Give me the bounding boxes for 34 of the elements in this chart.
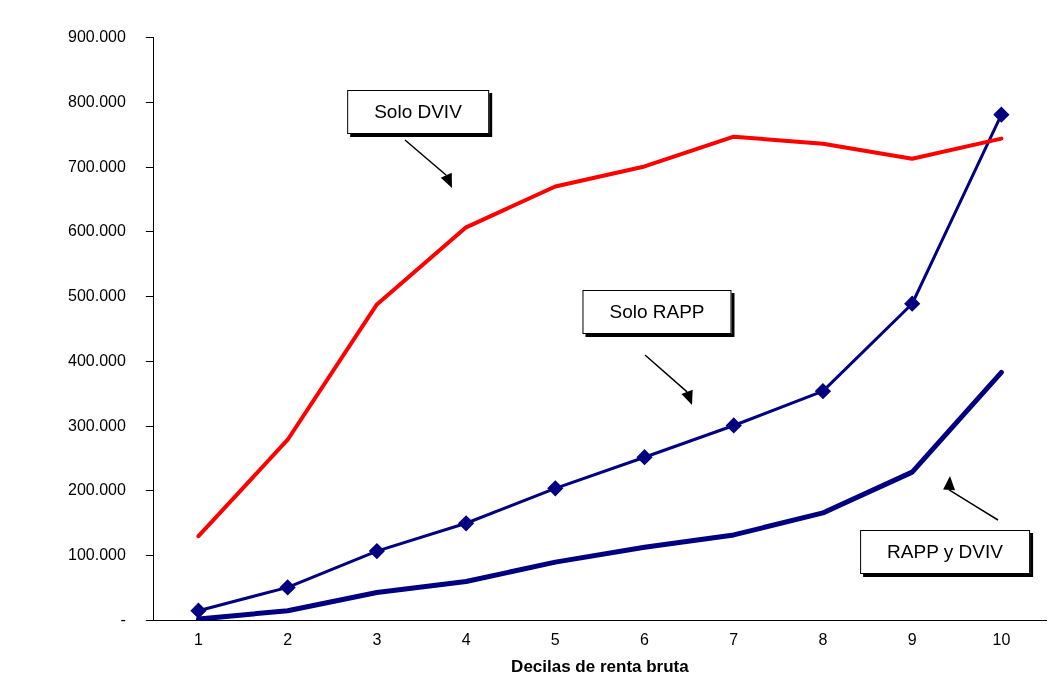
x-tick-label: 9 (907, 631, 917, 649)
x-tick-label: 6 (640, 631, 650, 649)
y-tick-label: 700.000 (67, 157, 126, 175)
x-tick-label: 10 (992, 631, 1011, 649)
y-tick-label: 400.000 (67, 351, 126, 369)
point (458, 515, 474, 531)
x-tick-label: 3 (372, 631, 382, 649)
point (904, 296, 920, 312)
y-tick-label: 500.000 (67, 287, 126, 305)
y-tick-label: - (120, 610, 126, 628)
x-tick-label: 8 (818, 631, 828, 649)
x-axis-title: Decilas de renta bruta (511, 657, 690, 677)
x-tick-label: 7 (729, 631, 739, 649)
y-tick-label: 200.000 (67, 481, 126, 499)
point (369, 543, 385, 559)
y-tick-label: 900.000 (67, 28, 126, 46)
point (993, 107, 1009, 123)
x-tick-label: 1 (193, 631, 203, 649)
y-tick-label: 300.000 (67, 416, 126, 434)
x-tick-label: 5 (550, 631, 560, 649)
point (190, 603, 206, 619)
point (637, 449, 653, 465)
annotation: Solo DVIV (347, 90, 489, 134)
y-tick-label: 600.000 (67, 222, 126, 240)
annotation: Solo RAPP (582, 290, 732, 334)
x-tick-label: 2 (283, 631, 293, 649)
y-tick-label: 800.000 (67, 92, 126, 110)
x-tick-label: 4 (461, 631, 471, 649)
point (815, 383, 831, 399)
point (280, 579, 296, 595)
point (547, 480, 563, 496)
annotation: RAPP y DVIV (860, 530, 1030, 574)
point (726, 417, 742, 433)
y-tick-label: 100.000 (67, 546, 126, 564)
